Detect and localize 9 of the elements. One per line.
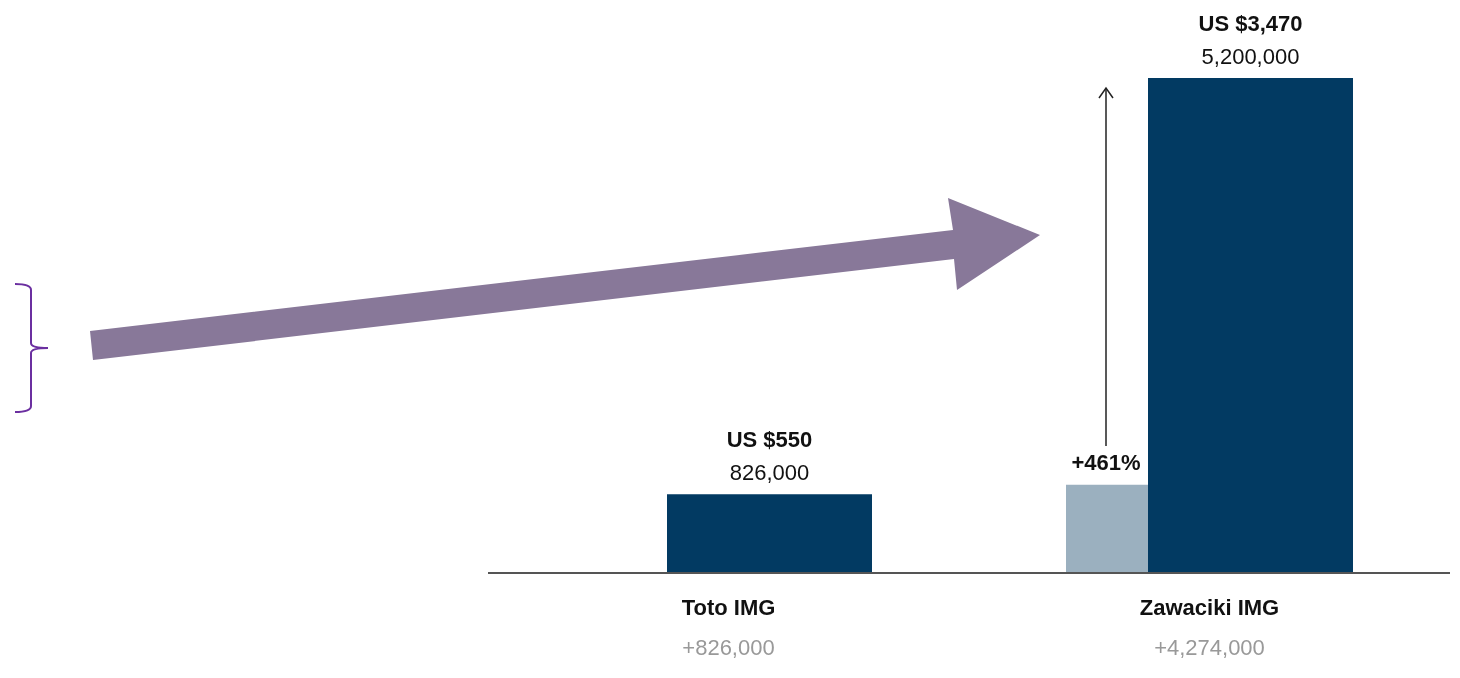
x-tick-label: Zawaciki IMG xyxy=(1139,595,1280,620)
data-label: 5,200,000 xyxy=(1201,44,1300,69)
annotation: US $550 xyxy=(726,427,813,453)
data-label: 826,000 xyxy=(729,460,810,486)
x-tick-label: Toto IMG xyxy=(681,595,776,620)
annotation: US $3,470 xyxy=(1198,11,1303,36)
text: +4,274,000 xyxy=(1154,635,1265,660)
annotation: +461% xyxy=(1071,450,1141,475)
text: +826,000 xyxy=(682,635,775,660)
